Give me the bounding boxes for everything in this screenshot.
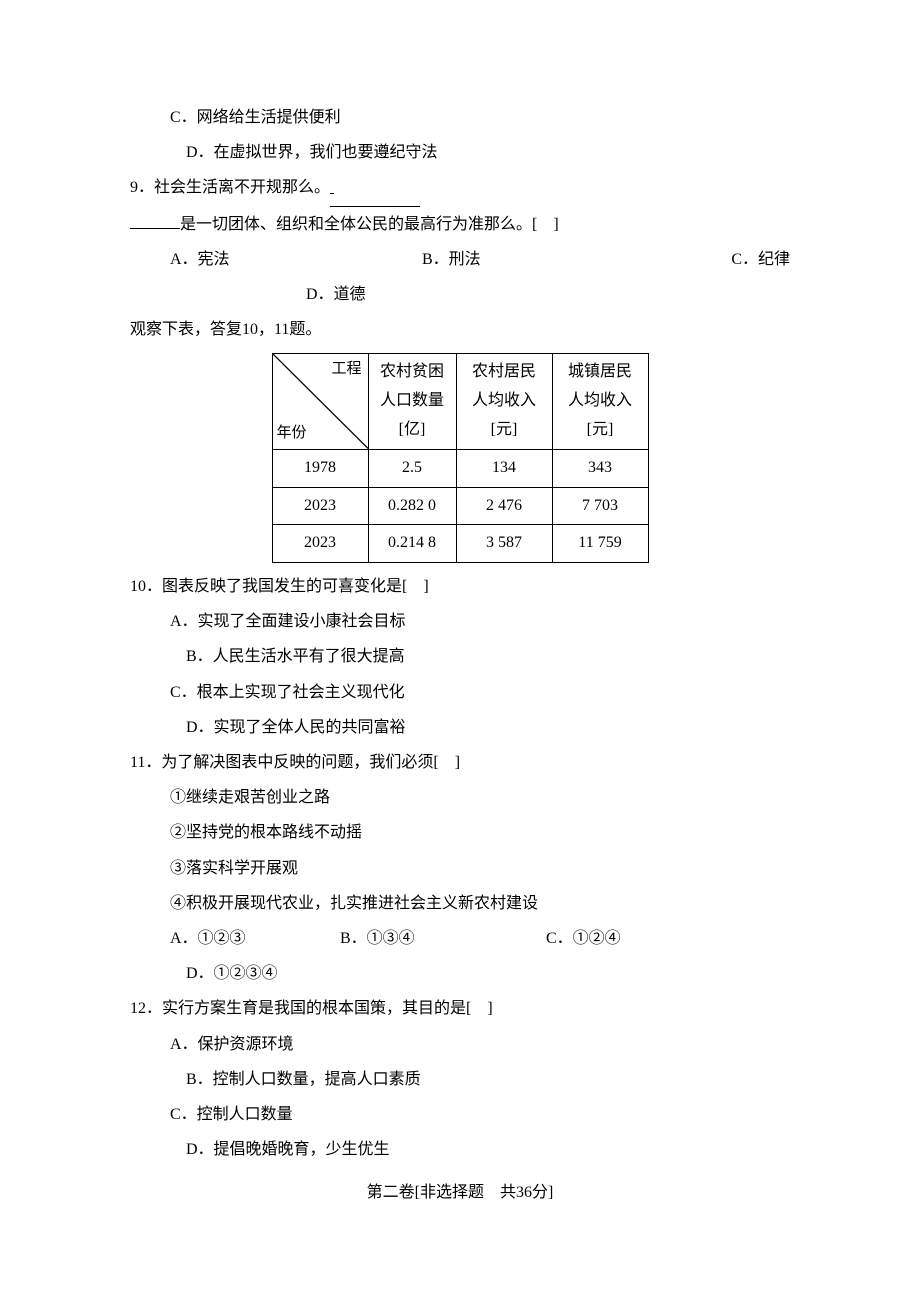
q12-opt-c: C．控制人口数量: [130, 1097, 790, 1132]
q9-stem-2: 是一切团体、组织和全体公民的最高行为准那么。[ ]: [180, 216, 559, 233]
q10-opt-a: A．实现了全面建设小康社会目标: [130, 604, 790, 639]
q8-opt-d: D．在虚拟世界，我们也要遵纪守法: [130, 135, 790, 170]
table-row: 2023 0.214 8 3 587 11 759: [272, 525, 648, 563]
table-row: 1978 2.5 134 343: [272, 449, 648, 487]
data-cell: 2 476: [456, 487, 552, 525]
table-row: 2023 0.282 0 2 476 7 703: [272, 487, 648, 525]
q9-stem-line1: 9．社会生活离不开规那么。: [130, 170, 790, 206]
diag-header-cell: 工程 年份: [272, 354, 368, 449]
section-2-title: 第二卷[非选择题 共36分]: [130, 1175, 790, 1210]
table-intro: 观察下表，答复10，11题。: [130, 312, 790, 347]
q9-stem-line2: 是一切团体、组织和全体公民的最高行为准那么。[ ]: [130, 207, 790, 242]
q9-blank1: [330, 170, 420, 206]
q10-opt-b: B．人民生活水平有了很大提高: [130, 639, 790, 674]
data-cell: 0.282 0: [368, 487, 456, 525]
q11-opt-b: B．①③④: [340, 921, 546, 956]
q9-opt-b: B．刑法: [422, 242, 696, 277]
header-col-2: 农村居民人均收入[元]: [456, 354, 552, 449]
q8-opt-c: C．网络给生活提供便利: [130, 100, 790, 135]
header-col-3: 城镇居民人均收入[元]: [552, 354, 648, 449]
q11-s3: ③落实科学开展观: [130, 851, 790, 886]
table-header-row: 工程 年份 农村贫困人口数量[亿] 农村居民人均收入[元] 城镇居民人均收入[元…: [272, 354, 648, 449]
data-cell: 11 759: [552, 525, 648, 563]
data-cell: 7 703: [552, 487, 648, 525]
data-cell: 343: [552, 449, 648, 487]
q11-options-row: A．①②③ B．①③④ C．①②④: [130, 921, 790, 956]
q9-blank2: [130, 228, 180, 229]
year-cell: 1978: [272, 449, 368, 487]
q10-stem: 10．图表反映了我国发生的可喜变化是[ ]: [130, 569, 790, 604]
q9-stem-1a: 9．社会生活离不开规那么。: [130, 179, 330, 196]
diag-bottom-label: 年份: [277, 420, 307, 447]
data-cell: 134: [456, 449, 552, 487]
diag-top-label: 工程: [331, 356, 361, 383]
q9-opt-a: A．宪法: [170, 242, 422, 277]
data-cell: 3 587: [456, 525, 552, 563]
header-col-1: 农村贫困人口数量[亿]: [368, 354, 456, 449]
q9-opt-c: C．纪律: [696, 242, 790, 277]
q12-opt-b: B．控制人口数量，提高人口素质: [130, 1062, 790, 1097]
q11-opt-a: A．①②③: [170, 921, 340, 956]
q10-opt-d: D．实现了全体人民的共同富裕: [130, 710, 790, 745]
q9-opt-d: D．道德: [130, 277, 790, 312]
q12-stem: 12．实行方案生育是我国的根本国策，其目的是[ ]: [130, 991, 790, 1026]
data-table: 工程 年份 农村贫困人口数量[亿] 农村居民人均收入[元] 城镇居民人均收入[元…: [272, 353, 649, 563]
q10-opt-c: C．根本上实现了社会主义现代化: [130, 675, 790, 710]
q11-opt-c: C．①②④: [546, 921, 790, 956]
q12-opt-a: A．保护资源环境: [130, 1027, 790, 1062]
data-cell: 2.5: [368, 449, 456, 487]
year-cell: 2023: [272, 525, 368, 563]
q11-opt-d: D．①②③④: [130, 956, 790, 991]
q11-s2: ②坚持党的根本路线不动摇: [130, 815, 790, 850]
q11-s4: ④积极开展现代农业，扎实推进社会主义新农村建设: [130, 886, 790, 921]
q9-options-row1: A．宪法 B．刑法 C．纪律: [130, 242, 790, 277]
q12-opt-d: D．提倡晚婚晚育，少生优生: [130, 1132, 790, 1167]
data-cell: 0.214 8: [368, 525, 456, 563]
year-cell: 2023: [272, 487, 368, 525]
q11-s1: ①继续走艰苦创业之路: [130, 780, 790, 815]
q11-stem: 11．为了解决图表中反映的问题，我们必须[ ]: [130, 745, 790, 780]
